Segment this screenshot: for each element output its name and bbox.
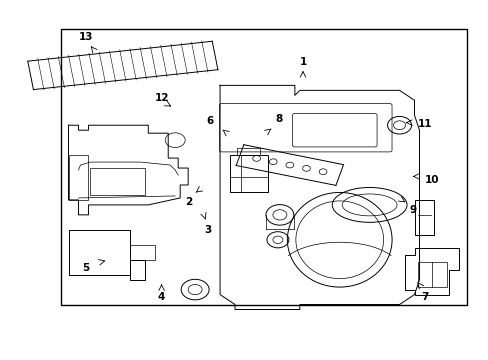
- Text: 4: 4: [158, 292, 165, 302]
- Text: 10: 10: [424, 175, 439, 185]
- Text: 12: 12: [154, 93, 168, 103]
- Text: 9: 9: [408, 206, 415, 216]
- Bar: [61, 28, 467, 305]
- Bar: [414, 200, 433, 235]
- Text: 5: 5: [82, 263, 89, 273]
- Bar: [229, 155, 267, 192]
- Text: 3: 3: [204, 225, 211, 235]
- Text: 8: 8: [274, 114, 282, 124]
- Text: 11: 11: [417, 120, 431, 129]
- Text: 6: 6: [206, 116, 214, 126]
- Text: 2: 2: [184, 197, 192, 207]
- Text: 1: 1: [299, 57, 306, 67]
- Text: 13: 13: [79, 32, 93, 41]
- Bar: [68, 155, 88, 200]
- Bar: [417, 262, 447, 287]
- Text: 7: 7: [420, 292, 427, 302]
- Bar: [90, 168, 145, 195]
